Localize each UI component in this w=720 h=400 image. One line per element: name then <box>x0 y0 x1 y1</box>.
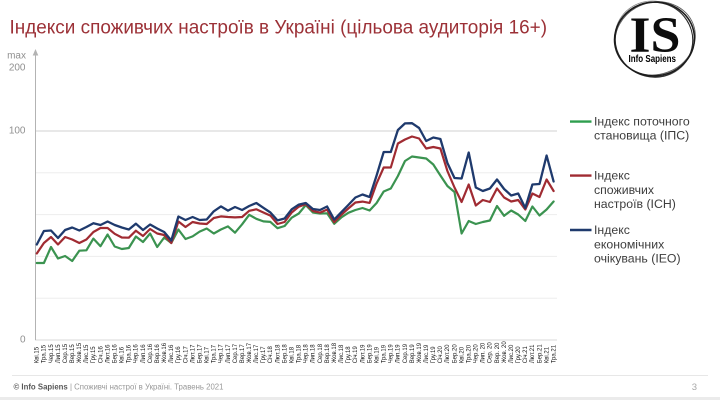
svg-text:Вер.19: Вер.19 <box>410 344 416 364</box>
svg-text:Січ.19: Січ.19 <box>353 346 359 364</box>
svg-text:Чер.18: Чер.18 <box>304 344 310 364</box>
svg-text:Лис.18: Лис.18 <box>339 344 345 363</box>
svg-text:Лют.17: Лют.17 <box>190 344 196 363</box>
svg-text:Лис.15: Лис.15 <box>84 344 90 363</box>
svg-text:Бер.20: Бер.20 <box>452 344 458 364</box>
svg-text:Жов. 20: Жов. 20 <box>502 341 508 364</box>
svg-text:© Info Sapiens | Споживчі наст: © Info Sapiens | Споживчі настрої в Укра… <box>14 383 224 392</box>
svg-text:Лют.21: Лют.21 <box>530 344 536 363</box>
svg-text:Лис.17: Лис.17 <box>254 344 260 363</box>
svg-text:Індекс поточного: Індекс поточного <box>594 114 690 128</box>
svg-text:Січ.17: Січ.17 <box>183 346 189 364</box>
svg-text:Лют.19: Лют.19 <box>360 344 366 363</box>
svg-text:Гру.15: Гру.15 <box>91 346 97 364</box>
svg-text:Тра.15: Тра.15 <box>42 344 48 363</box>
svg-text:Сер.15: Сер.15 <box>63 343 69 363</box>
svg-text:Чер.20: Чер.20 <box>474 344 480 364</box>
svg-text:Вер.16: Вер.16 <box>155 344 161 364</box>
svg-text:Вер.15: Вер.15 <box>70 344 76 364</box>
svg-text:Жов.17: Жов.17 <box>247 342 253 363</box>
svg-text:Сер.16: Сер.16 <box>148 343 154 363</box>
svg-text:3: 3 <box>692 382 697 393</box>
svg-text:Вер. 20: Вер. 20 <box>495 342 501 363</box>
svg-text:Кві.17: Кві.17 <box>205 346 211 363</box>
svg-text:Тра.16: Тра.16 <box>127 344 133 363</box>
svg-text:Сер. 20: Сер. 20 <box>488 342 494 364</box>
svg-text:Сер.17: Сер.17 <box>233 343 239 363</box>
svg-text:200: 200 <box>9 63 26 74</box>
svg-text:Жов.16: Жов.16 <box>162 342 168 363</box>
svg-text:Гру.16: Гру.16 <box>176 346 182 364</box>
svg-text:Кві.16: Кві.16 <box>120 346 126 363</box>
svg-text:Вер.18: Вер.18 <box>325 344 331 364</box>
svg-text:Чер.15: Чер.15 <box>49 344 55 364</box>
svg-text:Індекс: Індекс <box>594 169 630 183</box>
svg-text:Лип.15: Лип.15 <box>56 344 62 364</box>
svg-text:Тра.17: Тра.17 <box>212 344 218 363</box>
svg-text:Лип. 20: Лип. 20 <box>481 342 487 363</box>
svg-text:Бер.18: Бер.18 <box>282 344 288 364</box>
svg-text:Тра.20: Тра.20 <box>467 344 473 363</box>
svg-text:Кві.21: Кві.21 <box>544 346 550 363</box>
svg-text:Бер.21: Бер.21 <box>537 344 543 364</box>
svg-text:Лют.16: Лют.16 <box>105 344 111 363</box>
svg-text:IS: IS <box>630 8 681 64</box>
svg-text:Жов.18: Жов.18 <box>332 342 338 363</box>
svg-text:Лют.18: Лют.18 <box>275 344 281 363</box>
svg-text:Бер.17: Бер.17 <box>197 344 203 364</box>
svg-text:Чер.16: Чер.16 <box>134 344 140 364</box>
svg-text:Сер.18: Сер.18 <box>318 343 324 363</box>
svg-text:Січ.16: Січ.16 <box>98 346 104 364</box>
svg-text:Тра.18: Тра.18 <box>297 344 303 363</box>
svg-text:Індекс: Індекс <box>594 223 630 237</box>
svg-text:Січ.21: Січ.21 <box>523 346 529 364</box>
svg-text:Жов.15: Жов.15 <box>77 342 83 363</box>
svg-text:Гру.18: Гру.18 <box>346 346 352 364</box>
svg-text:Info Sapiens: Info Sapiens <box>629 54 677 65</box>
svg-text:max: max <box>7 51 26 62</box>
svg-text:Чер.17: Чер.17 <box>219 344 225 364</box>
svg-text:Індекси споживчих настроїв в У: Індекси споживчих настроїв в Україні (ці… <box>10 18 548 39</box>
svg-text:Лип.18: Лип.18 <box>311 344 317 364</box>
svg-text:Жов.19: Жов.19 <box>417 342 423 363</box>
svg-text:Бер.16: Бер.16 <box>113 344 119 364</box>
svg-text:Лют.20: Лют.20 <box>445 344 451 363</box>
svg-text:Кві.15: Кві.15 <box>35 346 41 363</box>
svg-text:Лип.17: Лип.17 <box>226 344 232 364</box>
svg-text:Гру.20: Гру.20 <box>516 346 522 364</box>
svg-text:Лип.19: Лип.19 <box>396 344 402 364</box>
svg-text:Гру.19: Гру.19 <box>431 346 437 364</box>
svg-text:Тра.19: Тра.19 <box>382 344 388 363</box>
svg-text:Січ.18: Січ.18 <box>268 346 274 364</box>
svg-text:Лис.19: Лис.19 <box>424 344 430 363</box>
svg-text:100: 100 <box>9 126 26 137</box>
svg-text:економічних: економічних <box>594 237 665 251</box>
svg-text:Лис.20: Лис.20 <box>509 344 515 363</box>
svg-text:Лип.16: Лип.16 <box>141 344 147 364</box>
svg-text:Кві.18: Кві.18 <box>290 346 296 363</box>
svg-text:0: 0 <box>20 335 26 346</box>
svg-text:Бер.19: Бер.19 <box>367 344 373 364</box>
svg-text:Вер.17: Вер.17 <box>240 344 246 364</box>
svg-text:Гру.17: Гру.17 <box>261 346 267 364</box>
svg-text:Кві.20: Кві.20 <box>459 346 465 363</box>
svg-text:Тра.21: Тра.21 <box>551 344 557 363</box>
svg-text:Сер.19: Сер.19 <box>403 343 409 363</box>
svg-text:Січ.20: Січ.20 <box>438 346 444 364</box>
svg-text:становища (ІПС): становища (ІПС) <box>594 129 689 143</box>
svg-text:Лис.16: Лис.16 <box>169 344 175 363</box>
svg-text:Кві.19: Кві.19 <box>374 346 380 363</box>
svg-text:споживчих: споживчих <box>594 183 655 197</box>
svg-text:настроїв (ІСН): настроїв (ІСН) <box>594 197 676 211</box>
svg-text:очікувань (ІЕО): очікувань (ІЕО) <box>594 252 681 266</box>
svg-text:Чер.19: Чер.19 <box>389 344 395 364</box>
